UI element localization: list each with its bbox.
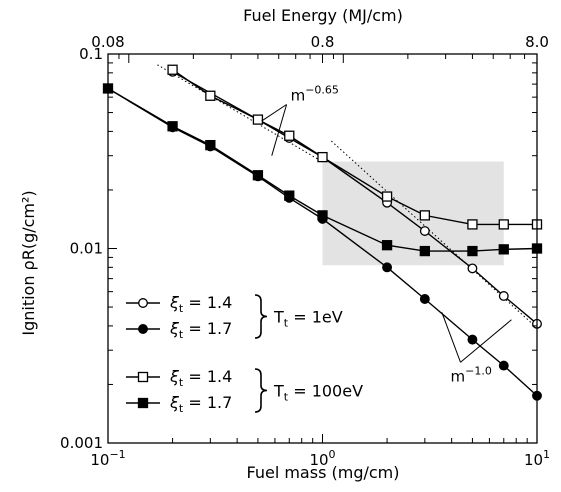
data-point (381, 191, 393, 202)
legend: ξt = 1.4 ξt = 1.7 ξt = 1.4 ξt = 1.7 Tt = 1eV… (126, 293, 363, 415)
tick-labels: 10−1 100 101 0.08 0.8 8.0 0.1 0.01 0.001 (60, 33, 550, 469)
data-point (167, 64, 178, 75)
data-point (467, 245, 478, 257)
x2-axis-title: Fuel Energy (MJ/cm) (243, 6, 403, 25)
x-tick-label: 10−1 (90, 448, 125, 469)
data-point (467, 263, 478, 274)
y-tick-label: 0.1 (79, 45, 103, 63)
series-layer (102, 64, 543, 401)
legend-group-label: Tt = 1eV (273, 308, 343, 330)
legend-brace (254, 368, 268, 413)
data-point (284, 190, 295, 201)
x-tick-label: 101 (524, 448, 550, 469)
data-point (498, 291, 509, 301)
slope-label-065: m−0.65 (291, 83, 339, 104)
data-point (381, 240, 393, 251)
annotation-leader (261, 104, 287, 122)
annotation-leader (271, 104, 288, 156)
legend-label: ξt = 1.4 (169, 367, 232, 389)
data-point (419, 245, 430, 257)
data-point (498, 219, 509, 230)
x2-tick-label: 0.08 (91, 33, 124, 51)
data-point (284, 130, 295, 141)
data-point (205, 90, 216, 101)
legend-marker (138, 298, 148, 308)
data-point (317, 210, 328, 221)
series-line (172, 69, 537, 226)
x2-tick-label: 0.8 (311, 33, 335, 51)
y-tick-label: 0.01 (70, 240, 103, 258)
data-point (167, 121, 178, 132)
legend-marker (138, 324, 148, 334)
data-point (419, 294, 430, 304)
x2-tick-label: 8.0 (525, 33, 549, 51)
data-point (498, 360, 509, 371)
reference-line (157, 64, 323, 163)
legend-label: ξt = 1.7 (169, 319, 232, 341)
legend-marker (137, 371, 149, 383)
x-tick-label: 100 (309, 448, 335, 469)
data-point (252, 114, 264, 125)
y-tick-label: 0.001 (60, 434, 103, 452)
legend-label: ξt = 1.7 (169, 393, 232, 415)
y-axis-title: Ignition ρR(g/cm²) (19, 190, 38, 335)
legend-brace (254, 294, 268, 339)
legend-label: ξt = 1.4 (169, 293, 232, 315)
x-axis-title: Fuel mass (mg/cm) (247, 463, 400, 482)
slope-label-10: m−1.0 (451, 364, 492, 385)
data-point (419, 226, 430, 236)
annotations: m−0.65 m−1.0 (261, 83, 512, 385)
legend-marker (137, 397, 149, 409)
data-point (317, 151, 328, 163)
data-point (467, 219, 478, 230)
data-point (419, 210, 430, 221)
data-point (498, 244, 509, 255)
annotation-leader (441, 312, 461, 363)
data-point (252, 170, 264, 181)
data-point (467, 334, 478, 345)
data-point (382, 262, 393, 273)
legend-group-label: Tt = 100eV (273, 382, 363, 404)
plot-frame (107, 53, 538, 444)
data-point (205, 139, 216, 151)
annotation-leader (460, 319, 512, 363)
